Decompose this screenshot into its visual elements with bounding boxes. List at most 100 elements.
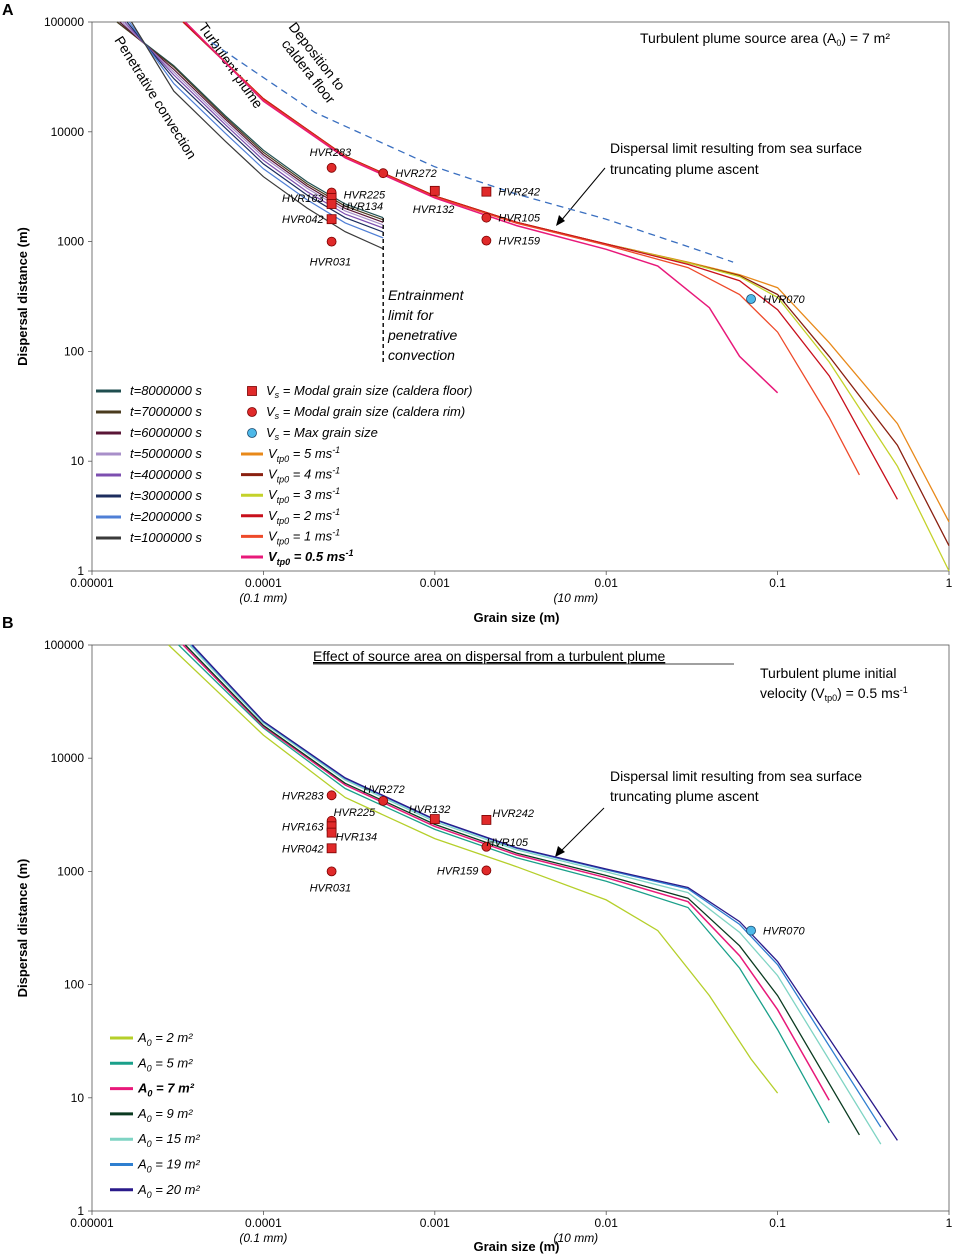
a-x-axis-label: Grain size (m) (474, 610, 560, 625)
b-sample-label-hvr105: HVR105 (486, 837, 528, 849)
b-x-axis-label: Grain size (m) (474, 1239, 560, 1254)
a-sample-label-hvr132: HVR132 (413, 204, 455, 216)
b-sample-hvr042 (326, 843, 337, 854)
a-sample-hvr134 (326, 199, 337, 209)
a-legend-label-1: t=7000000 s (130, 404, 202, 419)
a-series-penetrative-2 (119, 21, 384, 223)
a-x-tick-label: 0.00001 (70, 576, 114, 590)
b-series-5 (190, 644, 882, 1128)
a-limit-arrowhead (556, 215, 565, 226)
a-x-tick-sub: (10 mm) (554, 591, 599, 605)
b-sample-label-hvr272: HVR272 (363, 784, 405, 796)
a-y-tick-label: 10000 (51, 125, 85, 139)
panel-b-plot-area (91, 644, 950, 1212)
a-sample-hvr031 (326, 236, 337, 247)
a-entrain-label-4: convection (388, 347, 455, 363)
a-x-tick-label: 0.1 (769, 576, 786, 590)
a-legend-marker-0 (247, 386, 257, 396)
b-y-tick-label: 100 (64, 978, 84, 992)
a-y-tick-label: 10 (71, 454, 85, 468)
b-sample-label-hvr159: HVR159 (437, 865, 479, 877)
a-source-area-note: Turbulent plume source area (A0) = 7 m² (640, 30, 890, 48)
a-limit-arrow (559, 167, 606, 223)
a-series-penetrative-7 (130, 21, 384, 250)
a-entrain-label-3: penetrative (387, 327, 457, 343)
a-series-plume-4 (184, 21, 860, 476)
b-legend-label-5: A0 = 19 m² (137, 1157, 200, 1175)
b-x-tick-label: 0.00001 (70, 1216, 114, 1230)
a-legend-vel-label-1: Vtp0 = 4 ms-1 (268, 466, 340, 485)
a-series-plume-3 (182, 21, 898, 500)
b-sample-label-hvr031: HVR031 (310, 882, 352, 894)
b-sample-label-hvr042: HVR042 (282, 843, 324, 855)
a-series-penetrative-0 (116, 21, 384, 219)
a-series-penetrative-4 (124, 21, 384, 229)
panel-a-plot-area (91, 21, 950, 572)
a-legend-label-7: t=1000000 s (130, 530, 202, 545)
b-sample-hvr031 (326, 866, 337, 877)
a-entrain-label-1: Entrainment (388, 287, 465, 303)
b-note-1: Turbulent plume initial (760, 665, 896, 681)
a-y-tick-label: 100000 (44, 15, 84, 29)
a-y-tick-label: 1000 (57, 235, 84, 249)
a-series-plume-5 (184, 21, 779, 394)
b-sample-hvr242 (481, 815, 492, 825)
b-y-tick-label: 1000 (57, 864, 84, 878)
a-sample-label-hvr225: HVR225 (344, 190, 386, 202)
b-sample-label-hvr225: HVR225 (334, 807, 376, 819)
a-deposition-line (211, 41, 734, 263)
b-series-1 (178, 644, 830, 1124)
a-sample-hvr070 (746, 294, 756, 304)
a-sample-label-hvr283: HVR283 (310, 147, 352, 159)
a-legend-vel-label-3: Vtp0 = 2 ms-1 (268, 507, 340, 526)
a-sample-hvr283 (326, 162, 337, 173)
b-series-4 (188, 644, 882, 1145)
a-sample-hvr105 (481, 212, 492, 223)
a-x-tick-label: 0.001 (420, 576, 450, 590)
b-sample-label-hvr134: HVR134 (336, 832, 378, 844)
b-legend-label-6: A0 = 20 m² (137, 1182, 200, 1200)
b-sample-label-hvr132: HVR132 (409, 804, 451, 816)
a-legend-label-6: t=2000000 s (130, 509, 202, 524)
b-legend-label-2: A0 = 7 m² (137, 1081, 195, 1099)
b-legend-label-0: A0 = 2 m² (137, 1030, 193, 1048)
b-series-6 (191, 644, 898, 1141)
a-sample-label-hvr070: HVR070 (763, 294, 805, 306)
b-y-tick-label: 1 (77, 1204, 84, 1218)
b-legend-label-4: A0 = 15 m² (137, 1131, 200, 1149)
panel-b-annotations: Effect of source area on dispersal from … (313, 648, 908, 857)
a-legend-marker-label-1: Vs = Modal grain size (caldera rim) (266, 404, 465, 421)
b-series-0 (168, 644, 779, 1094)
a-legend-marker-1 (247, 407, 257, 417)
a-entrain-label-2: limit for (388, 307, 434, 323)
a-legend-vel-label-2: Vtp0 = 3 ms-1 (268, 486, 340, 505)
b-series-2 (182, 644, 830, 1101)
a-legend-vel-label-0: Vtp0 = 5 ms-1 (268, 445, 340, 464)
b-limit-arrow (559, 807, 605, 853)
a-legend-vel-label-4: Vtp0 = 1 ms-1 (268, 527, 340, 546)
a-sample-hvr242 (481, 186, 492, 197)
a-legend-label-0: t=8000000 s (130, 383, 202, 398)
a-legend-vel-label-5: Vtp0 = 0.5 ms-1 (268, 548, 353, 567)
b-x-tick-label: 1 (946, 1216, 953, 1230)
b-y-tick-label: 10000 (51, 751, 85, 765)
a-y-tick-label: 1 (77, 564, 84, 578)
a-y-tick-label: 100 (64, 344, 84, 358)
a-legend-marker-2 (247, 428, 257, 438)
a-x-tick-label: 1 (946, 576, 953, 590)
b-title: Effect of source area on dispersal from … (313, 648, 665, 664)
b-legend-label-3: A0 = 9 m² (137, 1106, 193, 1124)
b-sample-hvr272 (378, 795, 389, 806)
a-x-tick-label: 0.01 (595, 576, 619, 590)
a-sample-label-hvr042: HVR042 (282, 214, 324, 226)
b-x-tick-label: 0.0001 (245, 1216, 282, 1230)
a-sample-label-hvr242: HVR242 (498, 187, 540, 199)
b-sample-hvr134 (326, 827, 337, 838)
a-sample-hvr132 (429, 185, 440, 196)
a-legend-label-4: t=4000000 s (130, 467, 202, 482)
b-note-2: velocity (Vtp0) = 0.5 ms-1 (760, 685, 908, 703)
a-series-penetrative-1 (116, 21, 384, 221)
a-series-penetrative-6 (128, 21, 384, 239)
a-sample-hvr159 (481, 235, 492, 246)
